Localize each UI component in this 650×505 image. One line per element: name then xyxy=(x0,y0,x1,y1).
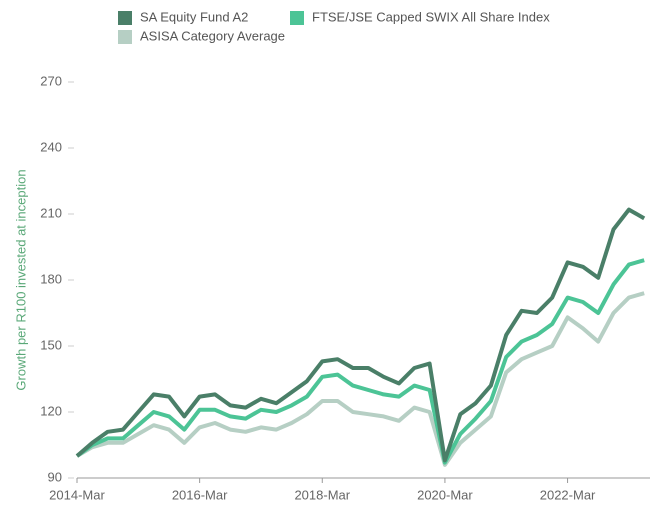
legend-label: SA Equity Fund A2 xyxy=(140,9,248,24)
y-tick-label: 90 xyxy=(48,469,62,484)
x-tick-label: 2020-Mar xyxy=(417,487,473,502)
x-tick-label: 2022-Mar xyxy=(540,487,596,502)
y-tick-label: 180 xyxy=(40,271,62,286)
x-tick-label: 2014-Mar xyxy=(49,487,105,502)
y-tick-label: 270 xyxy=(40,73,62,88)
y-tick-label: 240 xyxy=(40,139,62,154)
x-tick-label: 2018-Mar xyxy=(294,487,350,502)
y-tick-label: 120 xyxy=(40,403,62,418)
legend-swatch xyxy=(118,11,132,25)
legend-label: FTSE/JSE Capped SWIX All Share Index xyxy=(312,9,550,24)
legend-swatch xyxy=(290,11,304,25)
y-tick-label: 210 xyxy=(40,205,62,220)
series-line xyxy=(75,258,645,465)
x-tick-label: 2016-Mar xyxy=(172,487,228,502)
legend-swatch xyxy=(118,30,132,44)
legend-label: ASISA Category Average xyxy=(140,28,285,43)
y-tick-label: 150 xyxy=(40,337,62,352)
series-line xyxy=(76,291,645,467)
y-axis-label: Growth per R100 invested at inception xyxy=(13,169,28,390)
series-line xyxy=(75,207,646,463)
